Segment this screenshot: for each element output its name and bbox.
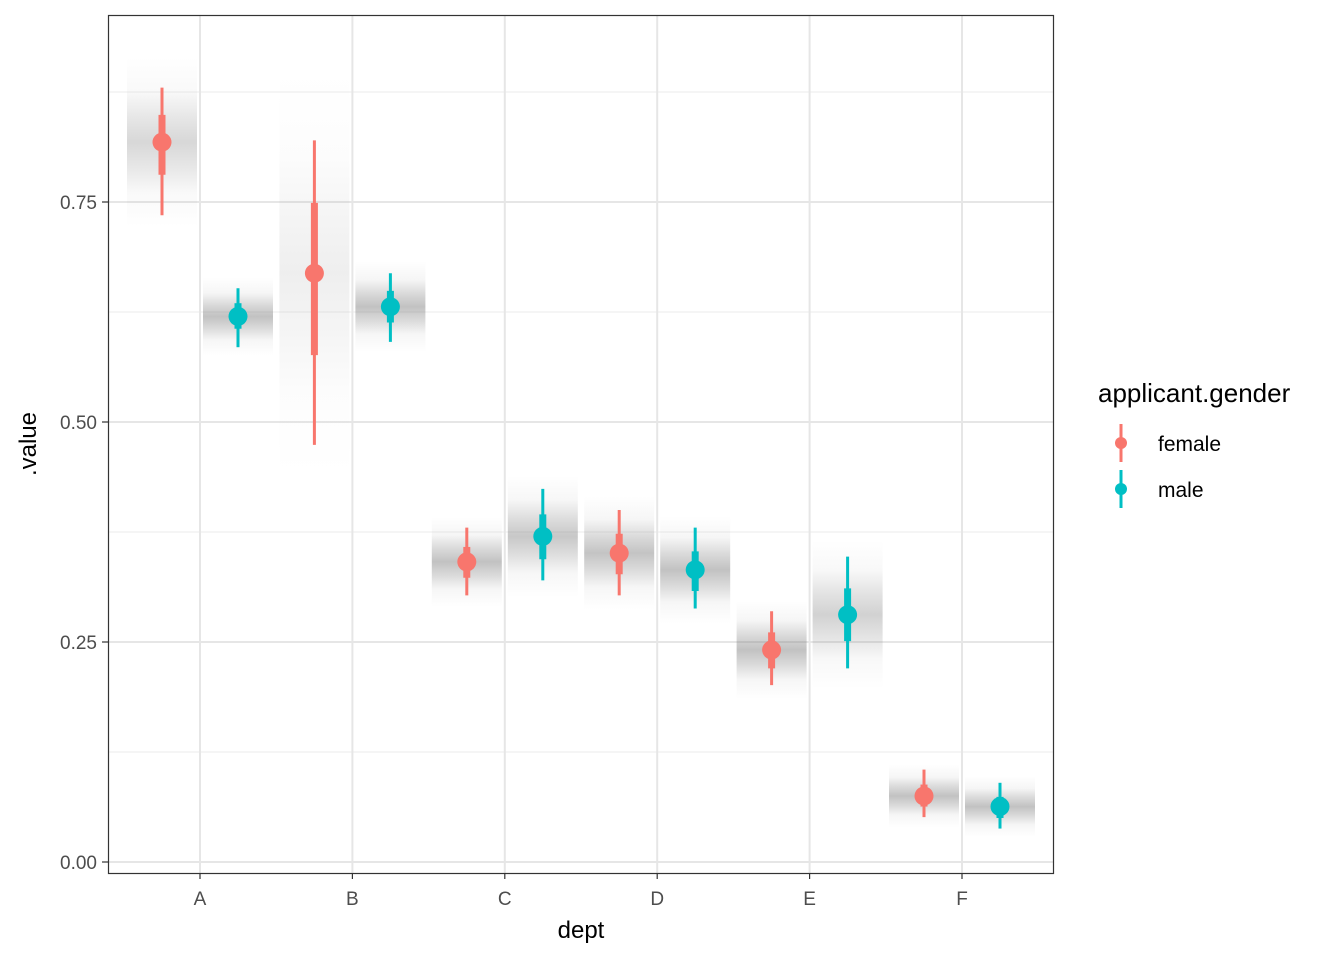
legend-label-male: male <box>1158 479 1204 502</box>
point-male-A <box>228 306 248 326</box>
point-female-C <box>457 552 477 572</box>
x-tick-label: D <box>650 889 664 910</box>
intervals <box>152 87 1010 829</box>
point-male-B <box>380 297 400 317</box>
point-male-E <box>838 605 858 625</box>
x-tick-label: C <box>498 889 512 910</box>
point-female-D <box>609 543 629 563</box>
point-female-A <box>152 132 172 152</box>
point-male-F <box>990 797 1010 817</box>
axes: 0.00 0.25 0.50 0.75 A B C D E F <box>60 193 968 910</box>
x-tick-label: A <box>194 889 207 910</box>
point-male-C <box>533 526 553 546</box>
y-axis-title: .value <box>15 412 42 476</box>
point-male-D <box>685 560 705 580</box>
legend: applicant.gender female male <box>1098 378 1291 508</box>
panel-border <box>107 14 1055 875</box>
point-female-B <box>304 263 324 283</box>
y-tick-label: 0.75 <box>60 193 97 214</box>
y-tick-label: 0.50 <box>60 413 97 434</box>
x-axis-title: dept <box>558 917 605 944</box>
x-tick-label: F <box>956 889 968 910</box>
y-tick-label: 0.25 <box>60 633 97 654</box>
legend-key-point-female <box>1115 437 1127 449</box>
panel-background <box>108 15 1053 873</box>
legend-label-female: female <box>1158 433 1221 456</box>
x-tick-label: B <box>346 889 359 910</box>
point-female-E <box>762 640 782 660</box>
y-tick-label: 0.00 <box>60 853 97 874</box>
legend-key-point-male <box>1115 483 1127 495</box>
point-female-F <box>914 786 934 806</box>
legend-title: applicant.gender <box>1098 378 1291 408</box>
grid <box>108 15 1053 873</box>
x-tick-label: E <box>803 889 816 910</box>
